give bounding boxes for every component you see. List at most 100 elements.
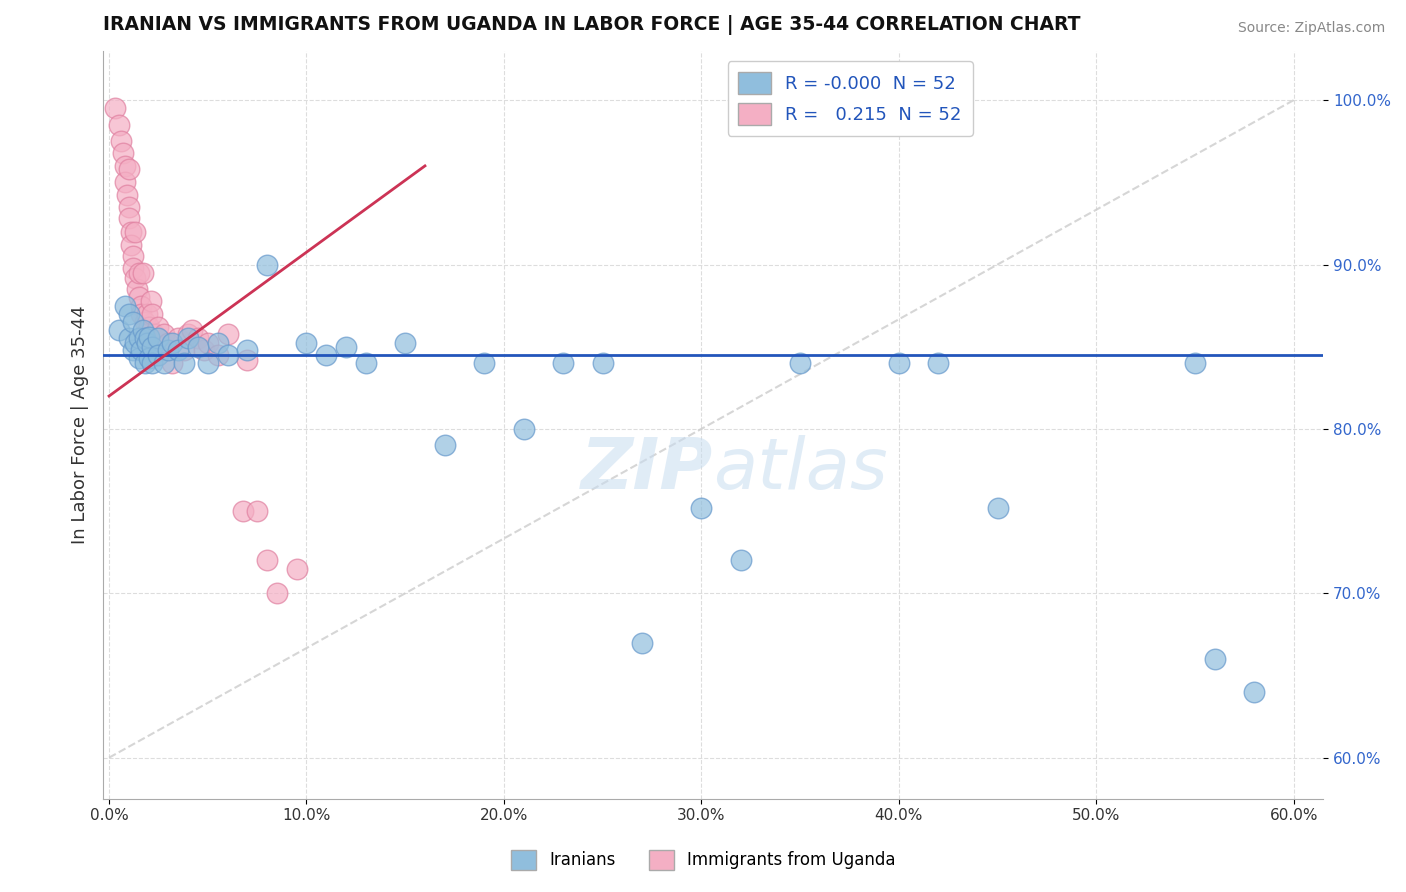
- Point: [148, 348, 170, 362]
- Point: [124, 336, 146, 351]
- Y-axis label: In Labor Force | Age 35-44: In Labor Force | Age 35-44: [72, 305, 89, 544]
- Point: [266, 586, 288, 600]
- Legend: R = -0.000  N = 52, R =   0.215  N = 52: R = -0.000 N = 52, R = 0.215 N = 52: [728, 62, 973, 136]
- Point: [141, 307, 163, 321]
- Point: [135, 307, 157, 321]
- Point: [118, 200, 141, 214]
- Point: [121, 249, 143, 263]
- Point: [134, 326, 156, 341]
- Point: [138, 331, 160, 345]
- Point: [789, 356, 811, 370]
- Point: [129, 343, 152, 357]
- Point: [690, 500, 713, 515]
- Point: [986, 500, 1008, 515]
- Point: [1184, 356, 1206, 370]
- Point: [141, 356, 163, 370]
- Point: [138, 320, 160, 334]
- Point: [167, 343, 190, 357]
- Point: [232, 504, 254, 518]
- Point: [173, 356, 195, 370]
- Point: [315, 348, 337, 362]
- Point: [121, 315, 143, 329]
- Point: [177, 326, 200, 341]
- Point: [108, 118, 131, 132]
- Point: [160, 356, 183, 370]
- Legend: Iranians, Immigrants from Uganda: Iranians, Immigrants from Uganda: [503, 843, 903, 877]
- Point: [118, 331, 141, 345]
- Text: Source: ZipAtlas.com: Source: ZipAtlas.com: [1237, 21, 1385, 36]
- Point: [927, 356, 949, 370]
- Point: [128, 266, 150, 280]
- Point: [193, 343, 215, 357]
- Point: [148, 331, 170, 345]
- Point: [141, 340, 163, 354]
- Point: [138, 351, 160, 366]
- Point: [631, 635, 654, 649]
- Text: ZIP: ZIP: [581, 435, 713, 504]
- Point: [114, 175, 136, 189]
- Point: [167, 331, 190, 345]
- Point: [128, 331, 150, 345]
- Point: [217, 326, 239, 341]
- Point: [148, 320, 170, 334]
- Point: [187, 331, 209, 345]
- Point: [121, 260, 143, 275]
- Point: [131, 323, 153, 337]
- Point: [124, 270, 146, 285]
- Point: [114, 159, 136, 173]
- Point: [236, 352, 259, 367]
- Point: [730, 553, 752, 567]
- Text: atlas: atlas: [713, 435, 887, 504]
- Point: [108, 323, 131, 337]
- Point: [129, 307, 152, 321]
- Point: [197, 356, 219, 370]
- Point: [173, 343, 195, 357]
- Point: [256, 258, 278, 272]
- Point: [187, 340, 209, 354]
- Point: [118, 211, 141, 226]
- Point: [134, 315, 156, 329]
- Point: [138, 330, 160, 344]
- Point: [157, 336, 180, 351]
- Point: [207, 336, 229, 351]
- Point: [125, 282, 148, 296]
- Point: [157, 343, 180, 357]
- Point: [217, 348, 239, 362]
- Point: [118, 162, 141, 177]
- Point: [124, 225, 146, 239]
- Point: [111, 145, 134, 160]
- Point: [394, 336, 416, 351]
- Point: [121, 343, 143, 357]
- Point: [104, 101, 127, 115]
- Point: [120, 225, 142, 239]
- Point: [115, 188, 138, 202]
- Point: [143, 326, 166, 341]
- Point: [118, 307, 141, 321]
- Point: [128, 290, 150, 304]
- Point: [335, 340, 357, 354]
- Point: [1243, 685, 1265, 699]
- Point: [512, 422, 534, 436]
- Point: [110, 134, 132, 148]
- Point: [197, 336, 219, 351]
- Point: [134, 356, 156, 370]
- Point: [177, 331, 200, 345]
- Point: [150, 340, 173, 354]
- Point: [553, 356, 575, 370]
- Point: [139, 293, 162, 308]
- Point: [153, 356, 176, 370]
- Point: [256, 553, 278, 567]
- Point: [246, 504, 269, 518]
- Point: [134, 331, 156, 345]
- Point: [207, 348, 229, 362]
- Point: [120, 237, 142, 252]
- Point: [285, 561, 308, 575]
- Point: [354, 356, 377, 370]
- Point: [153, 326, 176, 341]
- Point: [1204, 652, 1226, 666]
- Point: [433, 438, 456, 452]
- Point: [160, 336, 183, 351]
- Point: [236, 343, 259, 357]
- Point: [141, 340, 163, 354]
- Point: [592, 356, 614, 370]
